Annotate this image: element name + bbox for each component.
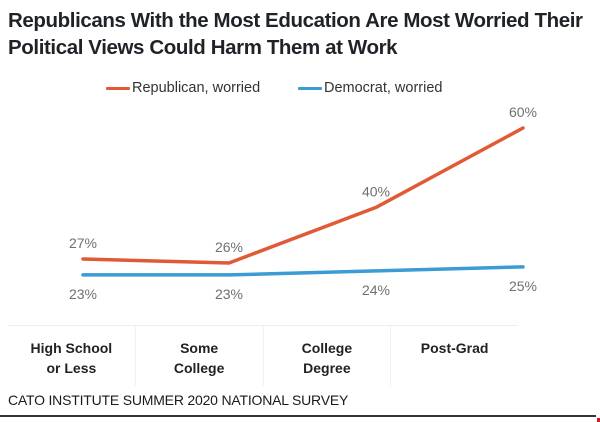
source-note: CATO INSTITUTE SUMMER 2020 NATIONAL SURV… — [8, 392, 349, 408]
data-label-republican: 40% — [362, 183, 390, 199]
data-label-republican: 60% — [509, 104, 537, 120]
x-tick-label-line: Degree — [303, 360, 351, 376]
x-tick-label-line: Some — [180, 340, 219, 356]
x-tick-label-line: Post-Grad — [420, 340, 489, 356]
data-label-democrat: 25% — [509, 278, 537, 294]
x-tick-label: College Degree — [262, 326, 391, 386]
footer-rule — [0, 415, 596, 417]
x-tick-label-line: College — [173, 360, 225, 376]
corner-accent — [597, 418, 600, 422]
data-label-republican: 26% — [215, 239, 243, 255]
x-tick-label-line: College — [301, 340, 353, 356]
legend-item-republican: Republican, worried — [106, 80, 260, 96]
legend-label-democrat: Democrat, worried — [324, 80, 443, 96]
data-label-democrat: 24% — [362, 282, 390, 298]
chart-title: Republicans With the Most Education Are … — [8, 9, 583, 59]
legend-item-democrat: Democrat, worried — [298, 80, 442, 96]
x-tick-label: High School or Less — [8, 326, 135, 386]
legend-swatch-democrat — [298, 86, 322, 90]
x-tick-label-line: High School — [30, 340, 113, 356]
series-line-republican — [81, 126, 525, 265]
x-tick-label-line: or Less — [46, 360, 97, 376]
legend-label-republican: Republican, worried — [132, 80, 261, 96]
legend-swatch-republican — [106, 86, 130, 90]
x-axis-table: High School or Less Some College College Degr… — [8, 325, 518, 386]
data-label-democrat: 23% — [215, 286, 243, 302]
x-tick-label: Some College — [134, 326, 263, 386]
series-line-democrat — [81, 265, 525, 277]
data-label-republican: 27% — [69, 235, 97, 251]
data-label-democrat: 23% — [69, 286, 97, 302]
x-tick-label: Post-Grad — [390, 326, 518, 386]
